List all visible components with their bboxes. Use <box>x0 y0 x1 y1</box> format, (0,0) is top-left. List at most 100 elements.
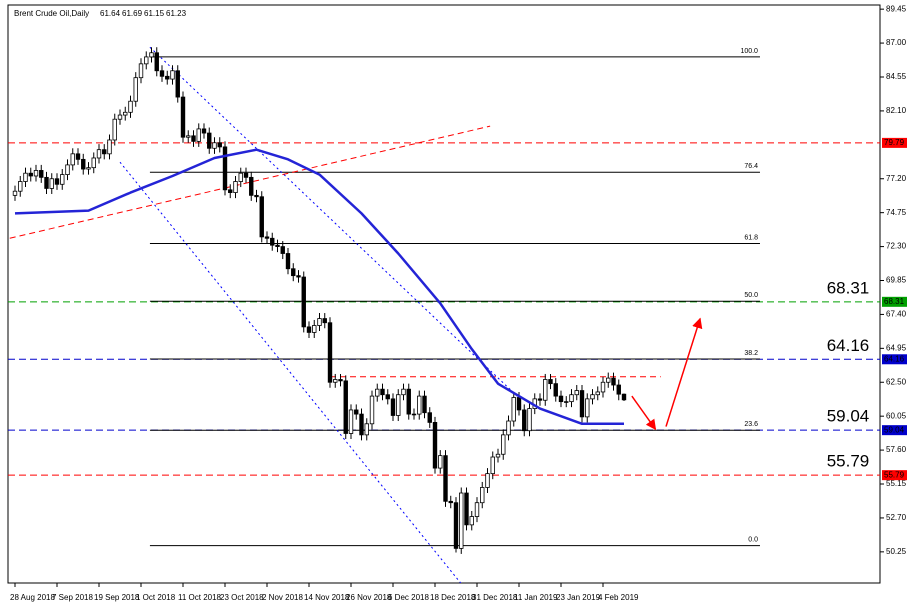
candle-body <box>28 172 33 177</box>
candle-body <box>306 326 312 333</box>
level-tag-label: 68.31 <box>884 297 905 306</box>
candle-body <box>343 380 348 434</box>
candle-body <box>427 412 432 423</box>
candle-body <box>390 398 396 416</box>
y-tick-label: 62.50 <box>886 377 907 386</box>
candle-body <box>23 172 28 182</box>
candle-body <box>595 391 600 396</box>
candle-body <box>301 276 306 328</box>
candle-body <box>296 275 301 278</box>
candle-body <box>621 393 627 401</box>
x-tick-label: 31 Dec 2018 <box>472 593 518 602</box>
y-tick-label: 74.75 <box>886 208 907 217</box>
y-tick-label: 72.30 <box>886 242 907 251</box>
candle-body <box>317 318 322 326</box>
candle-body <box>333 379 338 383</box>
candle-body <box>159 70 165 77</box>
candle-body <box>385 394 390 400</box>
level-tag-label: 59.04 <box>884 425 905 434</box>
candle-body <box>70 153 75 166</box>
candle-body <box>516 397 522 411</box>
quote-close: 61.23 <box>166 9 187 18</box>
candle-body <box>96 149 102 159</box>
level-tag <box>882 425 907 436</box>
candle-body <box>144 56 149 65</box>
level-callout: 68.31 <box>827 278 870 297</box>
candle-body <box>401 388 406 396</box>
candle-body <box>12 190 18 196</box>
candle-body <box>44 176 49 189</box>
candle-body <box>233 181 238 193</box>
y-tick-label: 67.40 <box>886 310 907 319</box>
level-tag <box>882 354 907 365</box>
candle-body <box>338 379 343 382</box>
fib-label: 76.4 <box>744 163 758 170</box>
level-callout: 59.04 <box>827 407 870 426</box>
level-tag <box>882 296 907 307</box>
candle-body <box>170 70 175 80</box>
quote-low: 61.15 <box>144 9 165 18</box>
y-tick-label: 57.60 <box>886 445 907 454</box>
x-tick-label: 4 Feb 2019 <box>598 593 639 602</box>
candle-body <box>406 388 411 415</box>
candle-body <box>91 157 96 169</box>
x-tick-label: 7 Sep 2018 <box>52 593 93 602</box>
x-tick-label: 11 Jan 2019 <box>514 593 558 602</box>
y-tick-label: 69.85 <box>886 276 907 285</box>
candle-body <box>201 128 207 134</box>
candle-body <box>380 388 385 396</box>
candle-body <box>537 398 543 401</box>
candle-body <box>275 244 280 247</box>
candle-body <box>254 194 259 198</box>
candle-body <box>259 196 264 238</box>
y-tick-label: 50.25 <box>886 547 907 556</box>
plot-area: 100.0 76.4 61.8 50.0 38.2 23.6 0.0 <box>8 46 880 583</box>
chart-title: Brent Crude Oil,Daily <box>14 9 89 18</box>
candle-body <box>322 318 327 324</box>
fib-label: 100.0 <box>740 48 758 55</box>
trendline <box>119 161 462 583</box>
candle-body <box>154 52 159 72</box>
y-tick-label: 52.70 <box>886 513 907 522</box>
y-tick-label: 60.05 <box>886 411 907 420</box>
candle-body <box>553 383 558 397</box>
candle-body <box>501 434 506 455</box>
y-tick-label: 82.10 <box>886 106 907 115</box>
candle-body <box>506 420 511 436</box>
y-tick-label: 55.15 <box>886 479 907 488</box>
candle-body <box>180 96 186 138</box>
candle-body <box>33 170 39 177</box>
candle-body <box>270 237 275 246</box>
candle-body <box>417 395 422 415</box>
candle-body <box>291 268 296 277</box>
x-tick-label: 6 Dec 2018 <box>388 593 429 602</box>
candle-body <box>312 325 317 333</box>
candle-body <box>590 394 595 400</box>
fib-label: 61.8 <box>744 234 758 241</box>
x-tick-label: 18 Dec 2018 <box>430 593 476 602</box>
quote-high: 61.69 <box>122 9 143 18</box>
y-tick-label: 89.45 <box>886 4 907 13</box>
candle-body <box>375 388 380 397</box>
candle-body <box>448 500 453 504</box>
fib-label: 0.0 <box>748 536 758 543</box>
candle-body <box>511 397 516 422</box>
candle-body <box>191 135 196 142</box>
candle-body <box>495 453 501 458</box>
y-tick-label: 84.55 <box>886 72 907 81</box>
candle-body <box>354 409 359 415</box>
trendline <box>149 46 521 400</box>
candle-body <box>611 377 616 386</box>
candle-body <box>228 189 233 193</box>
candle-body <box>39 170 44 178</box>
axis-area: 89.45 87.00 84.55 82.10 77.20 74.75 72.30 69.85… <box>10 4 907 602</box>
x-tick-label: 11 Oct 2018 <box>178 593 222 602</box>
level-tag-label: 79.79 <box>884 138 905 147</box>
candle-body <box>490 456 495 475</box>
y-tick-label: 64.95 <box>886 343 907 352</box>
candle-body <box>81 158 86 170</box>
level-tag <box>882 470 907 481</box>
candle-body <box>438 455 443 469</box>
candle-body <box>243 172 249 178</box>
